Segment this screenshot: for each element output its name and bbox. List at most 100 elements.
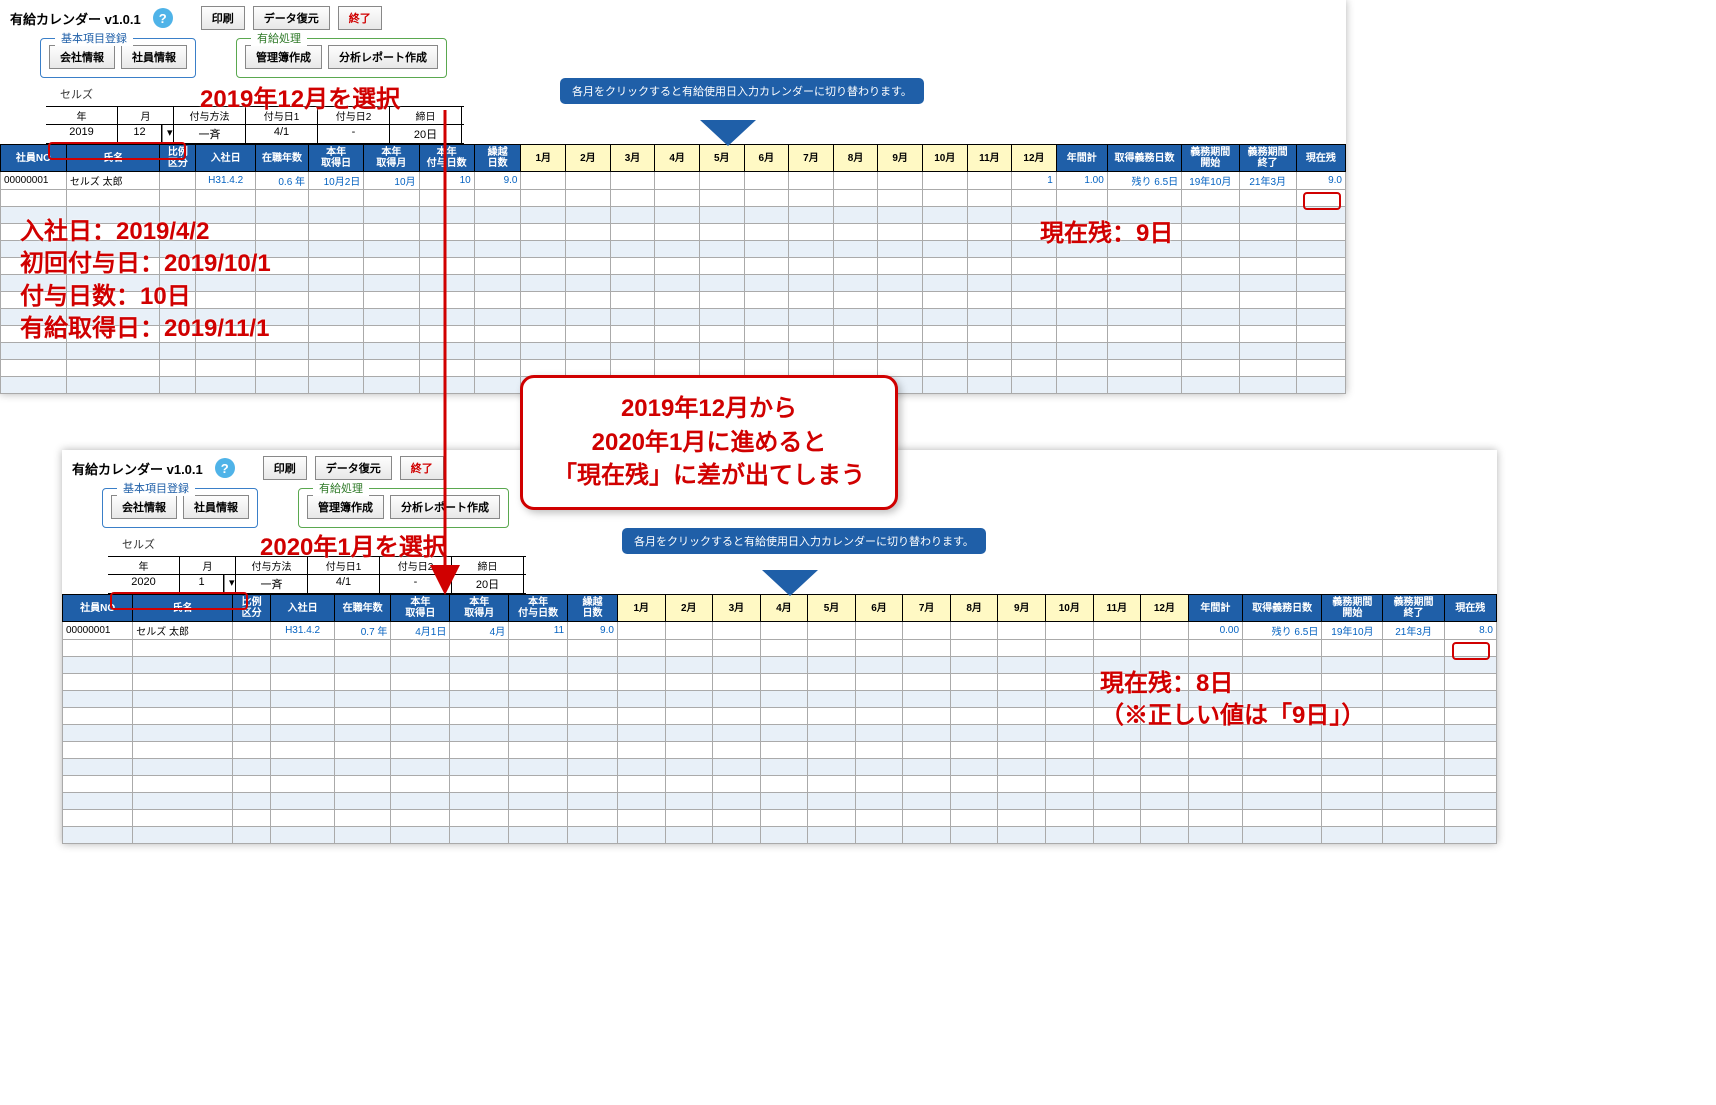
col-month-1[interactable]: 1月 xyxy=(617,595,665,622)
col-month-10[interactable]: 10月 xyxy=(922,145,967,172)
ledger-button[interactable]: 管理簿作成 xyxy=(307,495,384,519)
col-month-4[interactable]: 4月 xyxy=(760,595,808,622)
cell-m2[interactable] xyxy=(566,172,611,190)
cell-m3[interactable] xyxy=(610,172,655,190)
empty-cell xyxy=(744,292,789,309)
col-month-2[interactable]: 2月 xyxy=(665,595,713,622)
empty-cell xyxy=(833,207,878,224)
employee-info-button[interactable]: 社員情報 xyxy=(121,45,187,69)
col-month-8[interactable]: 8月 xyxy=(833,145,878,172)
cell-m4[interactable] xyxy=(655,172,700,190)
empty-cell xyxy=(922,309,967,326)
cell-m4[interactable] xyxy=(760,622,808,640)
cell-m10[interactable] xyxy=(1046,622,1094,640)
empty-cell xyxy=(699,275,744,292)
ledger-button[interactable]: 管理簿作成 xyxy=(245,45,322,69)
cell-m12[interactable] xyxy=(1141,622,1189,640)
exit-button[interactable]: 終了 xyxy=(338,6,382,30)
empty-cell xyxy=(450,742,509,759)
col-month-9[interactable]: 9月 xyxy=(878,145,923,172)
month-input[interactable]: 1 xyxy=(180,575,224,593)
col-month-11[interactable]: 11月 xyxy=(967,145,1012,172)
cell-m1[interactable] xyxy=(617,622,665,640)
col-month-6[interactable]: 6月 xyxy=(855,595,903,622)
cell-m7[interactable] xyxy=(789,172,834,190)
empty-cell xyxy=(271,640,334,657)
cell-m2[interactable] xyxy=(665,622,713,640)
restore-button[interactable]: データ復元 xyxy=(253,6,330,30)
cell-m8[interactable] xyxy=(833,172,878,190)
empty-cell xyxy=(760,810,808,827)
cell-m9[interactable] xyxy=(878,172,923,190)
empty-cell xyxy=(1322,793,1383,810)
empty-cell xyxy=(1093,776,1141,793)
month-dropdown-icon[interactable]: ▾ xyxy=(162,125,174,143)
print-button[interactable]: 印刷 xyxy=(263,456,307,480)
col-month-4[interactable]: 4月 xyxy=(655,145,700,172)
empty-cell xyxy=(1093,810,1141,827)
help-icon[interactable]: ? xyxy=(215,458,235,478)
cell-m8[interactable] xyxy=(950,622,998,640)
empty-cell xyxy=(1182,275,1239,292)
month-input[interactable]: 12 xyxy=(118,125,162,143)
col-month-12[interactable]: 12月 xyxy=(1012,145,1057,172)
cell-m5[interactable] xyxy=(808,622,856,640)
empty-cell xyxy=(950,776,998,793)
col-month-5[interactable]: 5月 xyxy=(808,595,856,622)
employee-info-button[interactable]: 社員情報 xyxy=(183,495,249,519)
cell-m6[interactable] xyxy=(855,622,903,640)
col-month-3[interactable]: 3月 xyxy=(713,595,761,622)
arrow-down-icon xyxy=(700,120,756,146)
empty-cell xyxy=(566,275,611,292)
year-input[interactable]: 2020 xyxy=(108,575,180,593)
table-row[interactable]: 00000001セルズ 太郎H31.4.20.7 年4月1日4月119.00.0… xyxy=(63,622,1497,640)
empty-cell xyxy=(808,640,856,657)
cell-m9[interactable] xyxy=(998,622,1046,640)
empty-cell xyxy=(160,377,196,394)
col-month-1[interactable]: 1月 xyxy=(521,145,566,172)
year-input[interactable]: 2019 xyxy=(46,125,118,143)
col-month-2[interactable]: 2月 xyxy=(566,145,611,172)
empty-cell xyxy=(655,241,700,258)
cell-m6[interactable] xyxy=(744,172,789,190)
empty-cell xyxy=(967,343,1012,360)
cell-m3[interactable] xyxy=(713,622,761,640)
company-info-button[interactable]: 会社情報 xyxy=(111,495,177,519)
print-button[interactable]: 印刷 xyxy=(201,6,245,30)
empty-cell xyxy=(364,241,419,258)
col-month-9[interactable]: 9月 xyxy=(998,595,1046,622)
col-month-11[interactable]: 11月 xyxy=(1093,595,1141,622)
cell-m11[interactable] xyxy=(1093,622,1141,640)
col-month-7[interactable]: 7月 xyxy=(903,595,951,622)
empty-cell xyxy=(521,224,566,241)
col-month-10[interactable]: 10月 xyxy=(1046,595,1094,622)
company-info-button[interactable]: 会社情報 xyxy=(49,45,115,69)
empty-cell xyxy=(655,275,700,292)
empty-cell xyxy=(744,275,789,292)
report-button[interactable]: 分析レポート作成 xyxy=(328,45,438,69)
col-month-12[interactable]: 12月 xyxy=(1141,595,1189,622)
col-month-8[interactable]: 8月 xyxy=(950,595,998,622)
cell-m11[interactable] xyxy=(967,172,1012,190)
empty-cell xyxy=(713,810,761,827)
empty-cell xyxy=(232,725,271,742)
col-month-6[interactable]: 6月 xyxy=(744,145,789,172)
cell-tenure: 0.6 年 xyxy=(255,172,308,190)
cell-m12[interactable]: 1 xyxy=(1012,172,1057,190)
cell-m10[interactable] xyxy=(922,172,967,190)
cell-m1[interactable] xyxy=(521,172,566,190)
table-row[interactable]: 00000001セルズ 太郎H31.4.20.6 年10月2日10月109.01… xyxy=(1,172,1346,190)
cell-m5[interactable] xyxy=(699,172,744,190)
help-icon[interactable]: ? xyxy=(153,8,173,28)
col-month-3[interactable]: 3月 xyxy=(610,145,655,172)
col-month-5[interactable]: 5月 xyxy=(699,145,744,172)
empty-cell xyxy=(232,657,271,674)
col-month-7[interactable]: 7月 xyxy=(789,145,834,172)
cell-m7[interactable] xyxy=(903,622,951,640)
empty-cell xyxy=(232,827,271,844)
table-row-empty xyxy=(63,742,1497,759)
month-dropdown-icon[interactable]: ▾ xyxy=(224,575,236,593)
empty-cell xyxy=(855,759,903,776)
restore-button[interactable]: データ復元 xyxy=(315,456,392,480)
table-row-empty xyxy=(63,776,1497,793)
